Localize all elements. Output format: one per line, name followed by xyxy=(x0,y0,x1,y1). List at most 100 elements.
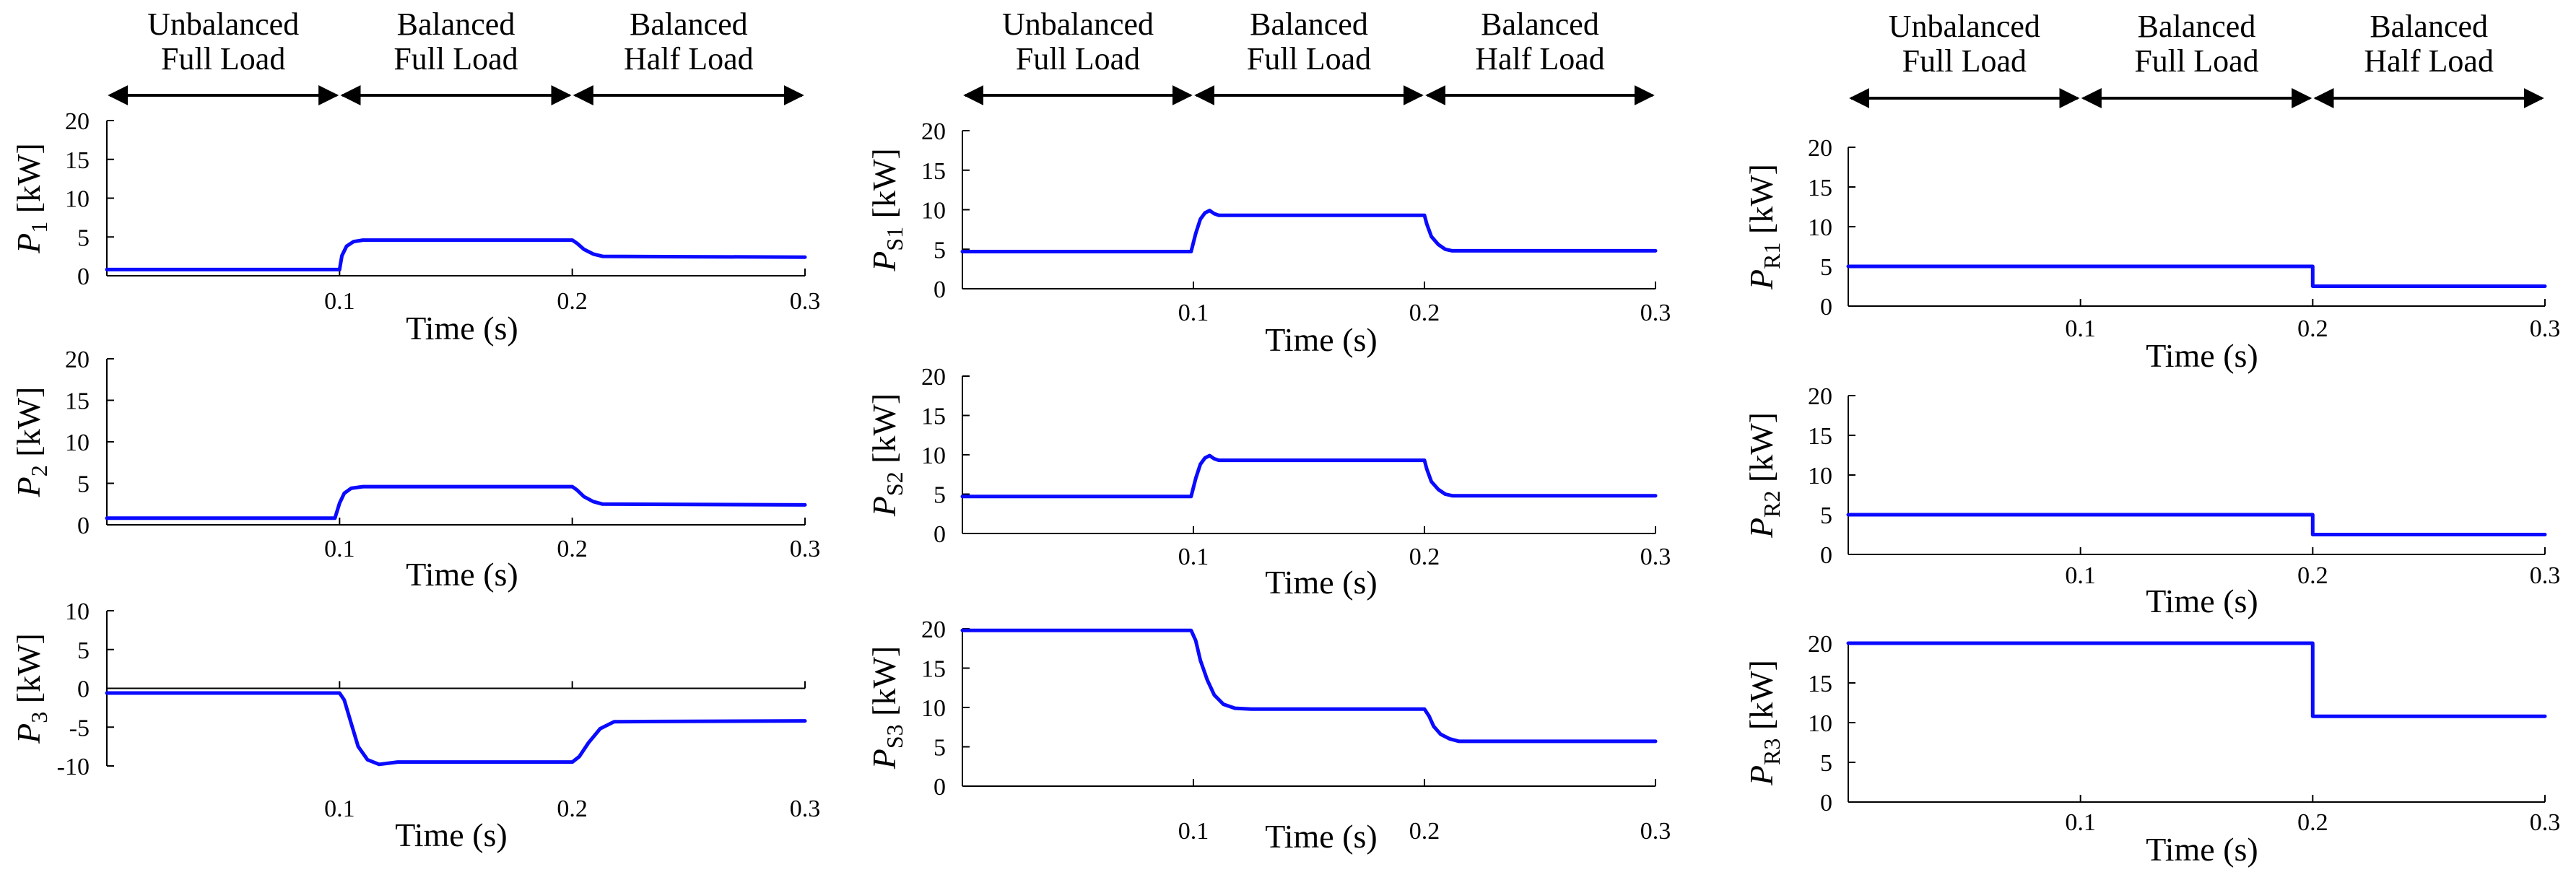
x-tick-label: 0.2 xyxy=(2297,562,2328,589)
series-line-PS2 xyxy=(960,453,1658,499)
x-tick-label: 0.1 xyxy=(2065,809,2096,836)
y-tick-label: 0 xyxy=(1820,294,1832,321)
x-tick-label: 0.3 xyxy=(1640,818,1671,845)
y-tick-label: 5 xyxy=(77,471,90,498)
x-tick-label: 0.1 xyxy=(324,288,355,315)
x-tick-label: 0.2 xyxy=(2297,809,2328,836)
y-tick-label: 5 xyxy=(934,482,946,509)
y-tick-label: 15 xyxy=(1808,423,1832,450)
x-tick-label: 0.3 xyxy=(2530,562,2561,589)
segment-label-line2: Full Load xyxy=(2134,43,2258,79)
series-line-PR2 xyxy=(1846,513,2547,536)
segment-label-line1: Unbalanced xyxy=(147,6,299,42)
y-axis-label: PR2 [kW] xyxy=(1743,412,1785,539)
y-tick-label: 20 xyxy=(921,617,946,643)
x-tick-label: 0.1 xyxy=(324,536,355,562)
y-axis-label: PS2 [kW] xyxy=(866,393,908,517)
y-tick-label: 5 xyxy=(934,735,946,762)
y-tick-label: 5 xyxy=(934,237,946,263)
segment-label-line1: Unbalanced xyxy=(1889,9,2040,44)
x-tick-label: 0.2 xyxy=(557,288,588,315)
y-axis-label: PS1 [kW] xyxy=(866,148,908,271)
x-tick-label: 0.3 xyxy=(1640,300,1671,326)
x-tick-label: 0.3 xyxy=(1640,544,1671,570)
y-tick-label: 5 xyxy=(77,637,90,664)
y-tick-label: 10 xyxy=(1808,214,1832,241)
x-tick-label: 0.3 xyxy=(790,796,821,822)
x-tick-label: 0.3 xyxy=(790,288,821,315)
y-tick-label: 0 xyxy=(1820,542,1832,569)
panel-P1: 0 5 10 15 20 0.1 0.2 0.3 Time (s) P1 [kW] xyxy=(10,108,820,347)
y-tick-label: 0 xyxy=(77,263,90,290)
y-tick-label: 5 xyxy=(77,225,90,251)
segment-label-line2: Half Load xyxy=(1475,41,1605,77)
x-tick-label: 0.2 xyxy=(2297,315,2328,342)
x-tick-label: 0.2 xyxy=(557,536,588,562)
y-tick-label: 15 xyxy=(1808,175,1832,201)
series-line-PR3 xyxy=(1846,641,2547,718)
x-tick-label: 0.2 xyxy=(1409,300,1440,326)
y-tick-label: 5 xyxy=(1820,254,1832,281)
y-tick-label: 0 xyxy=(934,774,946,801)
segment-label-line1: Balanced xyxy=(1250,6,1368,42)
series-line-PR1 xyxy=(1846,264,2547,288)
panel-PS3: 0 5 10 15 20 0.1 0.2 0.3 Time (s) PS3 [kW] xyxy=(866,617,1671,855)
x-axis-label: Time (s) xyxy=(1265,321,1378,358)
series-line-PS3 xyxy=(960,628,1658,744)
y-tick-label: 0 xyxy=(934,276,946,303)
segment-label-line1: Balanced xyxy=(2138,9,2256,44)
segment-label-line1: Balanced xyxy=(2370,9,2488,44)
x-tick-label: 0.1 xyxy=(1178,300,1209,326)
y-tick-label: 20 xyxy=(1808,631,1832,658)
panel-PR3: 0 5 10 15 20 0.1 0.2 0.3 Time (s) PR3 [kW] xyxy=(1743,631,2560,868)
panel-PR1: 0 5 10 15 20 0.1 0.2 0.3 Time (s) PR1 [kW] xyxy=(1743,135,2560,374)
y-axis-label: P2 [kW] xyxy=(10,387,52,498)
y-tick-label: 15 xyxy=(65,147,90,174)
series-line-PS1 xyxy=(960,209,1658,253)
segment-label-line2: Full Load xyxy=(1247,41,1371,77)
y-tick-label: 15 xyxy=(921,404,946,430)
x-axis-label: Time (s) xyxy=(2146,831,2258,868)
y-tick-label: 10 xyxy=(1808,710,1832,737)
segment-label-line2: Full Load xyxy=(1902,43,2027,79)
segment-label-line1: Balanced xyxy=(397,6,515,42)
segment-label-line2: Half Load xyxy=(2364,43,2494,79)
x-axis-label: Time (s) xyxy=(2146,337,2258,374)
series-line-P2 xyxy=(105,484,807,520)
y-tick-label: -10 xyxy=(57,754,90,780)
y-axis-label: P1 [kW] xyxy=(10,143,52,254)
x-tick-label: 0.1 xyxy=(2065,562,2096,589)
y-tick-label: 0 xyxy=(77,513,90,539)
panel-PS1: 0 5 10 15 20 0.1 0.2 0.3 Time (s) PS1 [kW] xyxy=(866,118,1671,358)
y-tick-label: 10 xyxy=(65,186,90,213)
x-tick-label: 0.3 xyxy=(790,536,821,562)
panel-P2: 0 5 10 15 20 0.1 0.2 0.3 Time (s) P2 [kW] xyxy=(10,347,820,593)
segment-label-line1: Balanced xyxy=(630,6,748,42)
y-tick-label: 15 xyxy=(921,656,946,683)
y-tick-label: 20 xyxy=(921,118,946,145)
y-tick-label: 15 xyxy=(1808,671,1832,697)
segment-label-line1: Balanced xyxy=(1481,6,1599,42)
y-tick-label: 20 xyxy=(65,347,90,373)
y-tick-label: 15 xyxy=(921,158,946,185)
y-tick-label: 10 xyxy=(65,598,90,625)
series-line-P3 xyxy=(105,691,807,767)
segment-label-line2: Full Load xyxy=(1016,41,1140,77)
y-axis-label: PR3 [kW] xyxy=(1743,660,1785,786)
y-tick-label: 10 xyxy=(921,695,946,722)
x-tick-label: 0.2 xyxy=(557,796,588,822)
y-tick-label: 20 xyxy=(1808,135,1832,162)
segment-label-line2: Full Load xyxy=(393,41,518,77)
y-axis-label: PR1 [kW] xyxy=(1743,164,1785,290)
panel-PR2: 0 5 10 15 20 0.1 0.2 0.3 Time (s) PR2 [kW] xyxy=(1743,383,2560,619)
x-tick-label: 0.1 xyxy=(1178,818,1209,845)
x-axis-label: Time (s) xyxy=(406,310,518,347)
y-tick-label: 20 xyxy=(921,364,946,391)
x-tick-label: 0.2 xyxy=(1409,818,1440,845)
x-axis-label: Time (s) xyxy=(1265,818,1378,855)
